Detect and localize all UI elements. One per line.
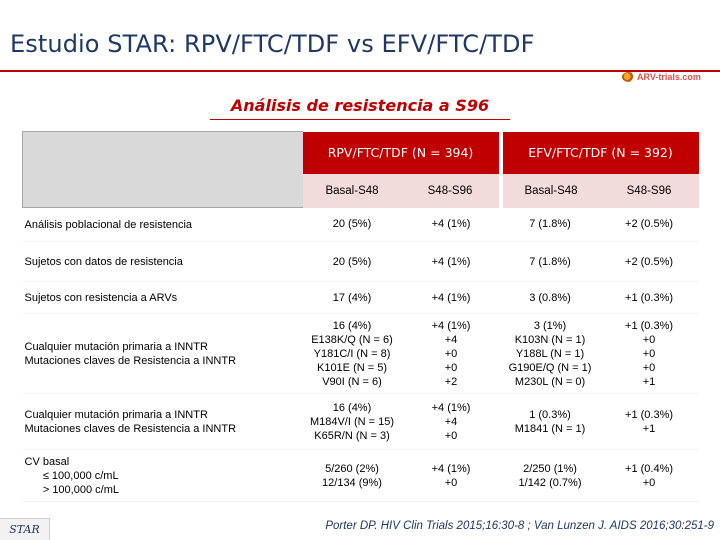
cell-efv-s48-s96: +1 (0.3%) +0 +0 +0 +1 xyxy=(599,313,699,394)
cell-rpv-basal-s48: 17 (4%) xyxy=(302,281,402,314)
cell-efv-s48-s96: +1 (0.3%) xyxy=(599,281,699,314)
cell-efv-s48-s96: +2 (0.5%) xyxy=(599,241,699,282)
table-row: Sujetos con datos de resistencia 20 (5%) +… xyxy=(22,241,699,282)
cell-efv-basal-s48: 1 (0.3%) M1841 (N = 1) xyxy=(500,393,600,450)
row-label: Sujetos con resistencia a ARVs xyxy=(22,281,303,314)
subtitle-underline xyxy=(210,119,510,120)
cell-rpv-s48-s96: +4 (1%) +0 xyxy=(401,449,501,502)
header-corner-bottom xyxy=(22,173,303,208)
cell-rpv-basal-s48: 16 (4%) E138K/Q (N = 6) Y181C/I (N = 8) … xyxy=(302,313,402,394)
logo-text: ARV-trials.com xyxy=(637,72,701,82)
cell-rpv-basal-s48: 20 (5%) xyxy=(302,207,402,242)
table-header-groups: RPV/FTC/TDF (N = 394) EFV/FTC/TDF (N = 3… xyxy=(22,131,699,174)
cell-efv-basal-s48: 7 (1.8%) xyxy=(500,207,600,242)
slide-subtitle: Análisis de resistencia a S96 xyxy=(230,96,490,115)
resistance-table: RPV/FTC/TDF (N = 394) EFV/FTC/TDF (N = 3… xyxy=(22,131,699,502)
cell-efv-basal-s48: 7 (1.8%) xyxy=(500,241,600,282)
header-corner-top xyxy=(22,131,303,174)
row-label: Análisis poblacional de resistencia xyxy=(22,207,303,242)
table-row: Análisis poblacional de resistencia 20 (5… xyxy=(22,207,699,242)
row-label: Cualquier mutación primaria a INNTR Muta… xyxy=(22,393,303,450)
cell-rpv-basal-s48: 5/260 (2%) 12/134 (9%) xyxy=(302,449,402,502)
cell-rpv-s48-s96: +4 (1%) xyxy=(401,241,501,282)
title-divider xyxy=(0,70,720,72)
table-row: Cualquier mutación primaria a INNTR Muta… xyxy=(22,393,699,450)
star-study-tag: STAR xyxy=(0,518,50,540)
subheader-rpv-s48-s96: S48-S96 xyxy=(401,173,501,208)
table-row: Sujetos con resistencia a ARVs 17 (4%) +4 … xyxy=(22,281,699,314)
cell-rpv-s48-s96: +4 (1%) xyxy=(401,281,501,314)
group-header-efv: EFV/FTC/TDF (N = 392) xyxy=(500,131,699,174)
table-row: Cualquier mutación primaria a INNTR Muta… xyxy=(22,313,699,394)
cell-rpv-basal-s48: 16 (4%) M184V/I (N = 15) K65R/N (N = 3) xyxy=(302,393,402,450)
row-label: CV basal ≤ 100,000 c/mL > 100,000 c/mL xyxy=(22,449,303,502)
group-header-rpv: RPV/FTC/TDF (N = 394) xyxy=(302,131,503,174)
table-header-periods: Basal-S48 S48-S96 Basal-S48 S48-S96 xyxy=(22,173,699,208)
arv-trials-logo: ARV-trials.com xyxy=(622,72,701,82)
logo-swirl-icon xyxy=(622,72,635,82)
table-row: CV basal ≤ 100,000 c/mL > 100,000 c/mL 5/… xyxy=(22,449,699,502)
cell-rpv-s48-s96: +4 (1%) +4 +0 +0 +2 xyxy=(401,313,501,394)
row-label: Cualquier mutación primaria a INNTR Muta… xyxy=(22,313,303,394)
slide-title: Estudio STAR: RPV/FTC/TDF vs EFV/FTC/TDF xyxy=(10,30,535,58)
citation: Porter DP. HIV Clin Trials 2015;16:30-8 … xyxy=(325,520,714,532)
cell-efv-basal-s48: 3 (0.8%) xyxy=(500,281,600,314)
cell-rpv-basal-s48: 20 (5%) xyxy=(302,241,402,282)
subheader-efv-s48-s96: S48-S96 xyxy=(599,173,699,208)
cell-rpv-s48-s96: +4 (1%) +4 +0 xyxy=(401,393,501,450)
subheader-efv-basal-s48: Basal-S48 xyxy=(498,173,600,208)
row-label: Sujetos con datos de resistencia xyxy=(22,241,303,282)
subheader-rpv-basal-s48: Basal-S48 xyxy=(302,173,402,208)
cell-efv-s48-s96: +1 (0.3%) +1 xyxy=(599,393,699,450)
cell-efv-basal-s48: 2/250 (1%) 1/142 (0.7%) xyxy=(500,449,600,502)
cell-efv-basal-s48: 3 (1%) K103N (N = 1) Y188L (N = 1) G190E… xyxy=(500,313,600,394)
cell-efv-s48-s96: +2 (0.5%) xyxy=(599,207,699,242)
cell-rpv-s48-s96: +4 (1%) xyxy=(401,207,501,242)
cell-efv-s48-s96: +1 (0.4%) +0 xyxy=(599,449,699,502)
